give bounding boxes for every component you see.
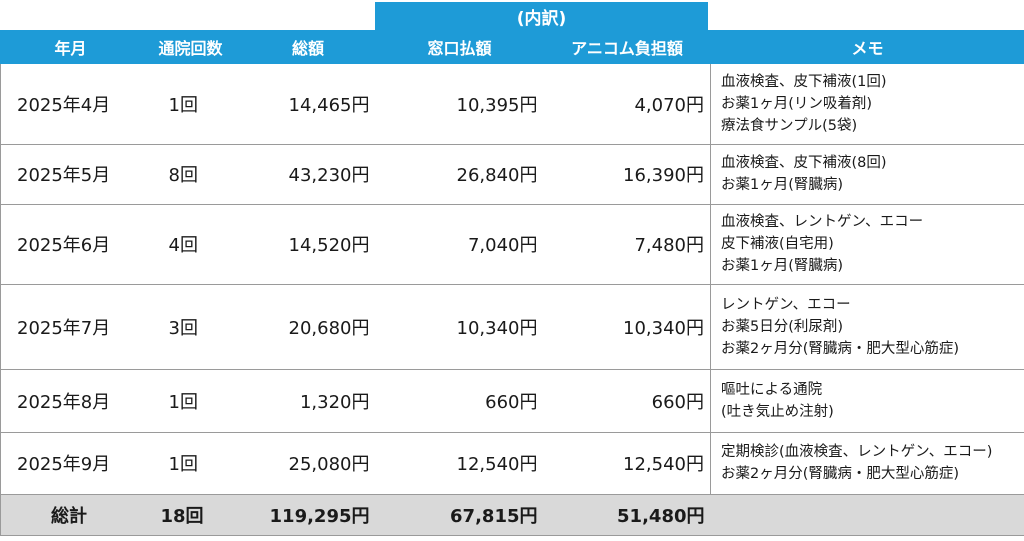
breakdown-subheader: (内訳) [375,2,708,30]
cell-window-payment: 10,340円 [375,284,544,370]
cell-month: 2025年4月 [0,64,141,145]
cell-total: 25,080円 [240,432,376,495]
cell-total: 1,320円 [240,369,376,433]
totals-total: 119,295円 [240,494,376,536]
memo-line: お薬1ヶ月(リン吸着剤) [721,95,873,112]
cell-memo: 嘔吐による通院 (吐き気止め注射) [710,369,1024,433]
memo-line: (吐き気止め注射) [721,403,834,420]
memo-line: お薬2ヶ月分(腎臓病・肥大型心筋症) [721,340,960,357]
memo-line: レントゲン、エコー [721,296,851,313]
cell-anicom-share: 10,340円 [543,284,711,370]
cell-window-payment: 10,395円 [375,64,544,145]
cell-window-payment: 26,840円 [375,144,544,205]
header-window-payment: 窓口払額 [375,30,544,64]
memo-line: 皮下補液(自宅用) [721,236,834,252]
cell-window-payment: 12,540円 [375,432,544,495]
cell-visits: 1回 [140,64,241,145]
memo-line: 定期検診(血液検査、レントゲン、エコー) [721,444,993,460]
cell-anicom-share: 660円 [543,369,711,433]
cell-anicom-share: 7,480円 [543,204,711,285]
memo-line: お薬1ヶ月(腎臓病) [721,177,844,193]
header-anicom-share: アニコム負担額 [543,30,711,64]
memo-line: お薬5日分(利尿剤) [721,318,844,335]
memo-line: 血液検査、レントゲン、エコー [721,214,924,230]
header-month: 年月 [0,30,141,64]
header-row: 年月 通院回数 総額 窓口払額 アニコム負担額 メモ [0,30,1024,64]
cell-visits: 3回 [140,284,241,370]
totals-label: 総計 [0,494,141,536]
totals-anicom-share: 51,480円 [543,494,711,536]
cell-visits: 8回 [140,144,241,205]
cell-visits: 1回 [140,369,241,433]
cell-total: 20,680円 [240,284,376,370]
header-total: 総額 [240,30,376,64]
cell-month: 2025年8月 [0,369,141,433]
header-visits: 通院回数 [140,30,241,64]
table-row: 2025年6月 4回 14,520円 7,040円 7,480円 血液検査、レン… [0,204,1024,285]
cell-memo: レントゲン、エコー お薬5日分(利尿剤) お薬2ヶ月分(腎臓病・肥大型心筋症) [710,284,1024,370]
memo-line: 嘔吐による通院 [721,381,823,398]
cell-visits: 4回 [140,204,241,285]
cell-memo: 血液検査、レントゲン、エコー 皮下補液(自宅用) お薬1ヶ月(腎臓病) [710,204,1024,285]
cell-total: 14,465円 [240,64,376,145]
table-row: 2025年8月 1回 1,320円 660円 660円 嘔吐による通院 (吐き気… [0,369,1024,433]
memo-line: 療法食サンプル(5袋) [721,117,858,134]
memo-line: 血液検査、皮下補液(8回) [721,155,887,171]
totals-memo-empty [710,494,1024,536]
totals-visits: 18回 [140,494,241,536]
table-row: 2025年9月 1回 25,080円 12,540円 12,540円 定期検診(… [0,432,1024,495]
cell-memo: 定期検診(血液検査、レントゲン、エコー) お薬2ヶ月分(腎臓病・肥大型心筋症) [710,432,1024,495]
table-row: 2025年4月 1回 14,465円 10,395円 4,070円 血液検査、皮… [0,64,1024,145]
cell-window-payment: 7,040円 [375,204,544,285]
cell-memo: 血液検査、皮下補液(8回) お薬1ヶ月(腎臓病) [710,144,1024,205]
totals-window-payment: 67,815円 [375,494,544,536]
cell-total: 43,230円 [240,144,376,205]
cell-anicom-share: 4,070円 [543,64,711,145]
cell-window-payment: 660円 [375,369,544,433]
cell-anicom-share: 16,390円 [543,144,711,205]
cell-anicom-share: 12,540円 [543,432,711,495]
cell-total: 14,520円 [240,204,376,285]
memo-line: 血液検査、皮下補液(1回) [721,73,887,90]
memo-line: お薬1ヶ月(腎臓病) [721,258,844,274]
vet-expense-table: 年月 通院回数 総額 窓口払額 アニコム負担額 メモ 2025年4月 1回 14… [0,30,1024,536]
table-row: 2025年5月 8回 43,230円 26,840円 16,390円 血液検査、… [0,144,1024,205]
totals-row: 総計 18回 119,295円 67,815円 51,480円 [0,494,1024,536]
header-memo: メモ [710,30,1024,64]
cell-month: 2025年9月 [0,432,141,495]
cell-memo: 血液検査、皮下補液(1回) お薬1ヶ月(リン吸着剤) 療法食サンプル(5袋) [710,64,1024,145]
cell-visits: 1回 [140,432,241,495]
cell-month: 2025年7月 [0,284,141,370]
cell-month: 2025年6月 [0,204,141,285]
table-row: 2025年7月 3回 20,680円 10,340円 10,340円 レントゲン… [0,284,1024,370]
cell-month: 2025年5月 [0,144,141,205]
memo-line: お薬2ヶ月分(腎臓病・肥大型心筋症) [721,466,960,482]
